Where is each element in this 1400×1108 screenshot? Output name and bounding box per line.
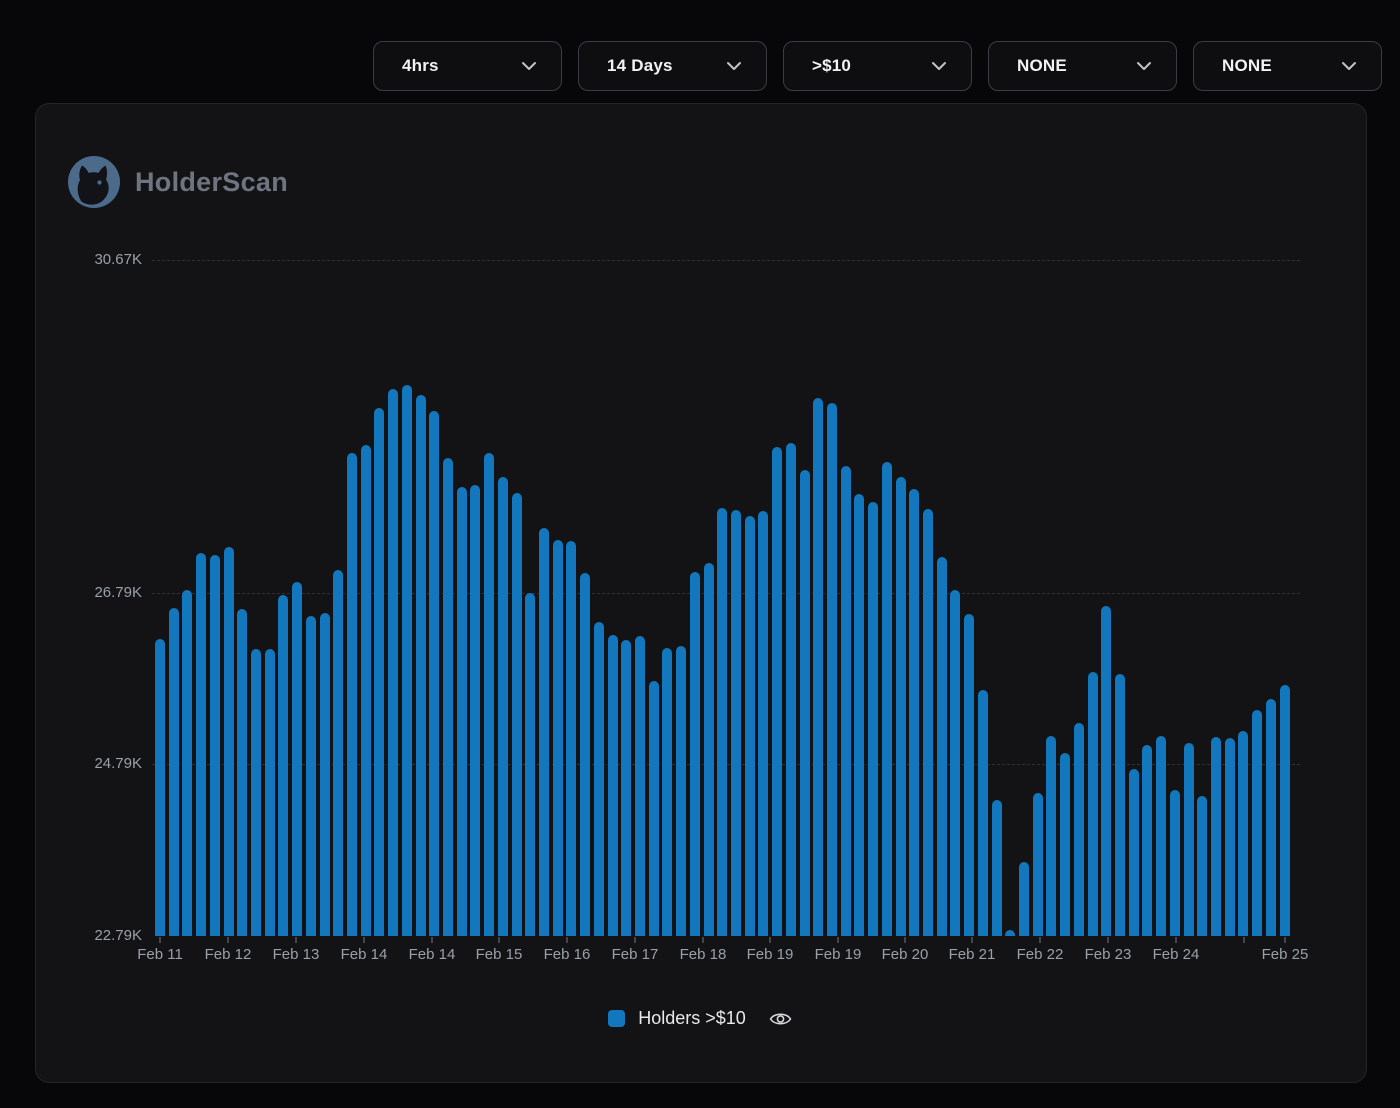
chart-card [35,103,1367,1083]
eye-icon[interactable] [769,1011,792,1027]
chevron-down-icon [932,62,946,70]
brand-title: HolderScan [135,166,289,197]
chevron-down-icon [522,62,536,70]
chevron-down-icon [1137,62,1151,70]
chart-legend[interactable]: Holders >$10 [0,1008,1400,1029]
dropdown-threshold[interactable]: >$10 [783,41,972,91]
dropdown-overlay-1-value: NONE [1017,56,1067,75]
chevron-down-icon [727,62,741,70]
dropdown-interval-value: 4hrs [402,56,439,75]
dropdown-interval[interactable]: 4hrs [373,41,562,91]
dropdown-overlay-2-value: NONE [1222,56,1272,75]
dropdown-range-value: 14 Days [607,56,673,75]
dropdown-range[interactable]: 14 Days [578,41,767,91]
legend-label: Holders >$10 [638,1008,746,1028]
dropdown-threshold-value: >$10 [812,56,852,75]
filter-bar: 4hrs 14 Days >$10 NONE NONE [373,41,1382,91]
dropdown-overlay-1[interactable]: NONE [988,41,1177,91]
brand: HolderScan [68,156,288,208]
dropdown-overlay-2[interactable]: NONE [1193,41,1382,91]
holderscan-cat-logo [68,156,120,208]
legend-swatch [608,1010,626,1027]
chevron-down-icon [1342,62,1356,70]
